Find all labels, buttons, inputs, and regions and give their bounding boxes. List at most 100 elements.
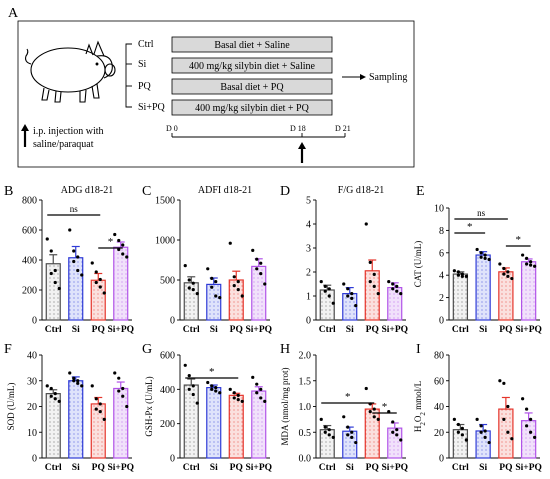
y-tick-label: 60 — [434, 376, 444, 387]
bar — [183, 384, 199, 459]
y-tick-label: 0 — [439, 316, 444, 327]
x-tick-label: Si — [72, 325, 80, 335]
data-point — [498, 262, 502, 266]
data-point — [368, 410, 372, 414]
data-point — [259, 396, 263, 400]
x-tick-label: Ctrl — [319, 325, 336, 335]
x-tick-label: Si+PQ — [515, 325, 542, 335]
y-tick-label: 1 — [306, 292, 311, 303]
group-label-pq: PQ — [138, 81, 152, 92]
data-point — [502, 272, 506, 276]
data-point — [236, 288, 240, 292]
data-point — [187, 278, 191, 282]
data-point — [525, 407, 529, 411]
data-point — [218, 296, 222, 300]
data-point — [76, 268, 80, 273]
data-point — [53, 268, 57, 273]
data-point — [117, 389, 121, 393]
data-point — [240, 399, 244, 403]
panel-letter-c: C — [142, 184, 151, 199]
y-tick-label: 600 — [160, 351, 175, 362]
bar — [498, 408, 514, 459]
data-point — [72, 379, 76, 383]
data-point — [45, 384, 49, 388]
y-tick-label: 4 — [439, 271, 444, 282]
y-axis-label-part: O — [413, 415, 423, 422]
y-tick-label: 4 — [306, 220, 311, 231]
design-frame — [17, 20, 415, 168]
up-arrow-icon — [21, 124, 29, 131]
data-point — [102, 291, 106, 295]
data-point — [94, 270, 98, 274]
data-point — [479, 430, 483, 434]
x-tick-label: PQ — [366, 463, 379, 473]
y-tick-label: 0 — [170, 454, 175, 465]
injection-note-line-2: saline/paraquat — [33, 139, 94, 150]
data-point — [240, 294, 244, 298]
y-axis-label: MDA (nmol/mg prot) — [280, 367, 290, 445]
up-arrow-icon — [298, 142, 306, 149]
data-point — [255, 267, 259, 271]
data-point — [395, 289, 399, 293]
data-point — [98, 285, 102, 289]
y-tick-label: 30 — [27, 376, 37, 387]
x-tick-label: Ctrl — [45, 463, 62, 473]
y-tick-label: 800 — [22, 196, 37, 207]
data-point — [121, 386, 125, 391]
data-point — [456, 430, 460, 434]
y-axis-label: H2O2 mmol/L — [413, 381, 427, 432]
data-point — [487, 257, 491, 262]
y-tick-label: 80 — [434, 351, 444, 362]
y-tick-label: 2.0 — [299, 351, 312, 362]
data-point — [187, 387, 191, 391]
y-tick-label: 200 — [160, 419, 175, 430]
treatment-pq: Basal diet + PQ — [220, 82, 284, 93]
y-tick-label: 20 — [27, 402, 37, 413]
data-point — [391, 430, 395, 434]
data-point — [218, 391, 222, 395]
x-tick-label: PQ — [499, 325, 512, 335]
timeline-d21: D 21 — [335, 124, 351, 133]
significance-label: * — [209, 366, 215, 378]
y-axis-label-part: mmol/L — [413, 381, 423, 412]
y-axis-label: CAT (U/mL) — [413, 241, 423, 288]
panel-letter-f: F — [4, 342, 12, 357]
data-point — [255, 391, 259, 395]
data-point — [49, 249, 53, 253]
data-point — [72, 249, 76, 253]
data-point — [195, 292, 199, 296]
treatment-box-si-pq — [171, 99, 333, 116]
panel-letter-h: H — [280, 342, 290, 357]
data-point — [117, 376, 121, 380]
significance-label: ns — [477, 208, 486, 218]
data-point — [464, 274, 468, 278]
y-tick-label: 3 — [306, 244, 311, 255]
data-point — [236, 280, 240, 284]
significance-label: * — [108, 236, 114, 248]
data-point — [94, 397, 98, 401]
group-bracket — [125, 43, 132, 108]
data-point — [368, 280, 372, 284]
data-point — [68, 371, 72, 375]
data-point — [525, 256, 529, 260]
group-label-si-pq: Si+PQ — [138, 102, 166, 113]
data-point — [376, 417, 380, 421]
data-point — [80, 384, 84, 388]
data-point — [460, 426, 464, 430]
bar — [475, 254, 491, 321]
x-tick-label: PQ — [230, 463, 243, 473]
x-tick-label: Si+PQ — [381, 463, 408, 473]
pig-icon — [25, 40, 116, 103]
data-point — [187, 286, 191, 290]
x-tick-label: PQ — [92, 463, 105, 473]
data-point — [364, 386, 368, 391]
data-point — [117, 238, 121, 243]
data-point — [94, 280, 98, 285]
data-point — [395, 433, 399, 437]
data-point — [479, 251, 483, 255]
data-point — [210, 387, 214, 391]
bar — [206, 387, 222, 459]
y-tick-label: 0 — [32, 454, 37, 465]
y-tick-label: 40 — [27, 351, 37, 362]
